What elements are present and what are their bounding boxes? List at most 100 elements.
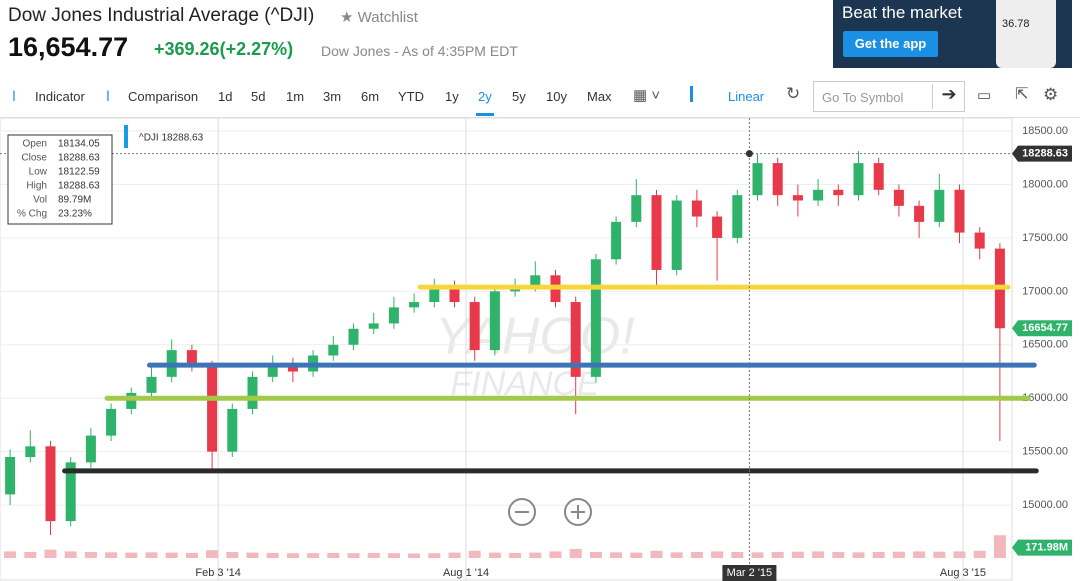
- candle-body: [469, 302, 480, 351]
- info-value: 18288.63: [58, 153, 100, 164]
- price: 16,654.77: [8, 32, 129, 62]
- x-tick-label: Feb 3 '14: [195, 567, 241, 579]
- candle-body: [348, 328, 359, 345]
- candle-body: [186, 350, 197, 367]
- volume-bar: [327, 552, 340, 558]
- volume-bar: [852, 552, 865, 558]
- volume-tag-bg: [1012, 539, 1072, 556]
- range-button[interactable]: 5y: [512, 89, 526, 104]
- volume-bar: [125, 552, 138, 558]
- volume-bar: [165, 552, 178, 558]
- crosshair-tag: 18288.63: [1022, 148, 1068, 160]
- volume-bar: [488, 552, 501, 558]
- volume-bar: [993, 535, 1006, 558]
- expand[interactable]: ⇱: [1015, 86, 1029, 103]
- ad-headline: Beat the market: [842, 3, 963, 22]
- x-tick-highlight: [722, 565, 777, 581]
- info-value: 18122.59: [58, 167, 100, 178]
- comparison[interactable]: Comparison: [128, 89, 199, 104]
- volume-bar: [286, 553, 299, 558]
- change: +369.26(+2.27%): [154, 39, 293, 60]
- chart: YAHOO!FINANCE15000.0015500.0016000.00165…: [0, 118, 1072, 581]
- candle-body: [833, 189, 844, 196]
- info-box: [7, 134, 113, 225]
- volume-bar: [670, 552, 683, 558]
- as-of: Dow Jones - As of 4:35PM EDT: [321, 43, 518, 59]
- volume-bar: [549, 551, 562, 558]
- candle-body: [106, 408, 117, 436]
- info-value: 89.79M: [58, 195, 91, 206]
- candle-body: [207, 366, 218, 452]
- range-button[interactable]: 1d: [218, 89, 233, 104]
- volume-bar: [468, 550, 481, 558]
- volume-bar: [145, 552, 158, 558]
- candle-body: [752, 163, 763, 196]
- candle-body: [671, 200, 682, 270]
- watchlist[interactable]: ★ Watchlist: [340, 9, 418, 26]
- volume-bar: [347, 553, 360, 558]
- volume-bar: [408, 553, 421, 558]
- candle-body: [247, 376, 258, 409]
- y-tick-label: 16500.00: [1022, 339, 1068, 351]
- candle-body: [429, 286, 440, 303]
- volume-bar: [509, 552, 522, 558]
- volume-bar: [589, 552, 602, 558]
- zoom-circle: [508, 498, 536, 526]
- range-button[interactable]: 1m: [286, 89, 305, 104]
- calendar[interactable]: ▦ ˅: [633, 87, 661, 104]
- change-pct: (+2.27%): [219, 39, 294, 59]
- volume-bar: [387, 553, 400, 558]
- chart-style[interactable]: [690, 86, 705, 102]
- volume-bar: [4, 551, 17, 558]
- candle-body: [368, 323, 379, 329]
- zoom-button[interactable]: [564, 498, 592, 526]
- volume-bar: [933, 551, 946, 558]
- range-button[interactable]: Max: [587, 89, 612, 104]
- candle-body: [611, 221, 622, 260]
- ad-button[interactable]: Get the app: [843, 31, 938, 57]
- scale[interactable]: Linear: [728, 89, 765, 104]
- volume-bar: [246, 552, 259, 558]
- indicator[interactable]: Indicator: [35, 89, 85, 104]
- volume-bar: [529, 552, 542, 558]
- y-tick-label: 17000.00: [1022, 285, 1068, 297]
- volume-bar: [307, 553, 320, 558]
- range-button[interactable]: YTD: [398, 89, 424, 104]
- search[interactable]: Go To Symbol ➔: [813, 81, 965, 112]
- info-value: 18134.05: [58, 139, 100, 150]
- info-label: Low: [29, 167, 48, 178]
- candle-body: [409, 302, 420, 308]
- legend: ^DJI 18288.63: [139, 133, 204, 144]
- candle-body: [287, 366, 298, 372]
- search-placeholder: Go To Symbol: [822, 90, 904, 105]
- info-label: Open: [23, 139, 47, 150]
- volume-bar: [872, 552, 885, 558]
- volume-bar: [791, 551, 804, 558]
- reset[interactable]: ↻: [786, 84, 801, 103]
- range-button[interactable]: 2y: [476, 89, 494, 116]
- ad[interactable]: Beat the market Get the app 36.78: [833, 0, 1072, 68]
- info-label: % Chg: [17, 209, 47, 220]
- candle-body: [328, 344, 339, 356]
- range-button[interactable]: 1y: [445, 89, 459, 104]
- candle-body: [792, 195, 803, 201]
- zoom-button[interactable]: [508, 498, 536, 526]
- change-value: +369.26: [154, 39, 220, 59]
- volume-bar: [973, 550, 986, 558]
- range-button[interactable]: 3m: [323, 89, 342, 104]
- candle-body: [267, 366, 278, 377]
- volume-bar: [448, 552, 461, 558]
- x-tick-label: Aug 3 '15: [940, 567, 986, 579]
- volume-bar: [367, 552, 380, 558]
- volume-bar: [105, 552, 118, 558]
- volume-bar: [64, 551, 77, 558]
- y-tick-label: 15000.00: [1022, 499, 1068, 511]
- crosshair-tag-bg: [1012, 145, 1072, 162]
- range-button[interactable]: 5d: [251, 89, 266, 104]
- candle-body: [691, 200, 702, 217]
- watchlist-label[interactable]: Watchlist: [357, 9, 418, 26]
- print[interactable]: ▭: [977, 87, 992, 104]
- range-button[interactable]: 10y: [546, 89, 567, 104]
- range-button[interactable]: 6m: [361, 89, 380, 104]
- settings[interactable]: ⚙: [1043, 85, 1059, 104]
